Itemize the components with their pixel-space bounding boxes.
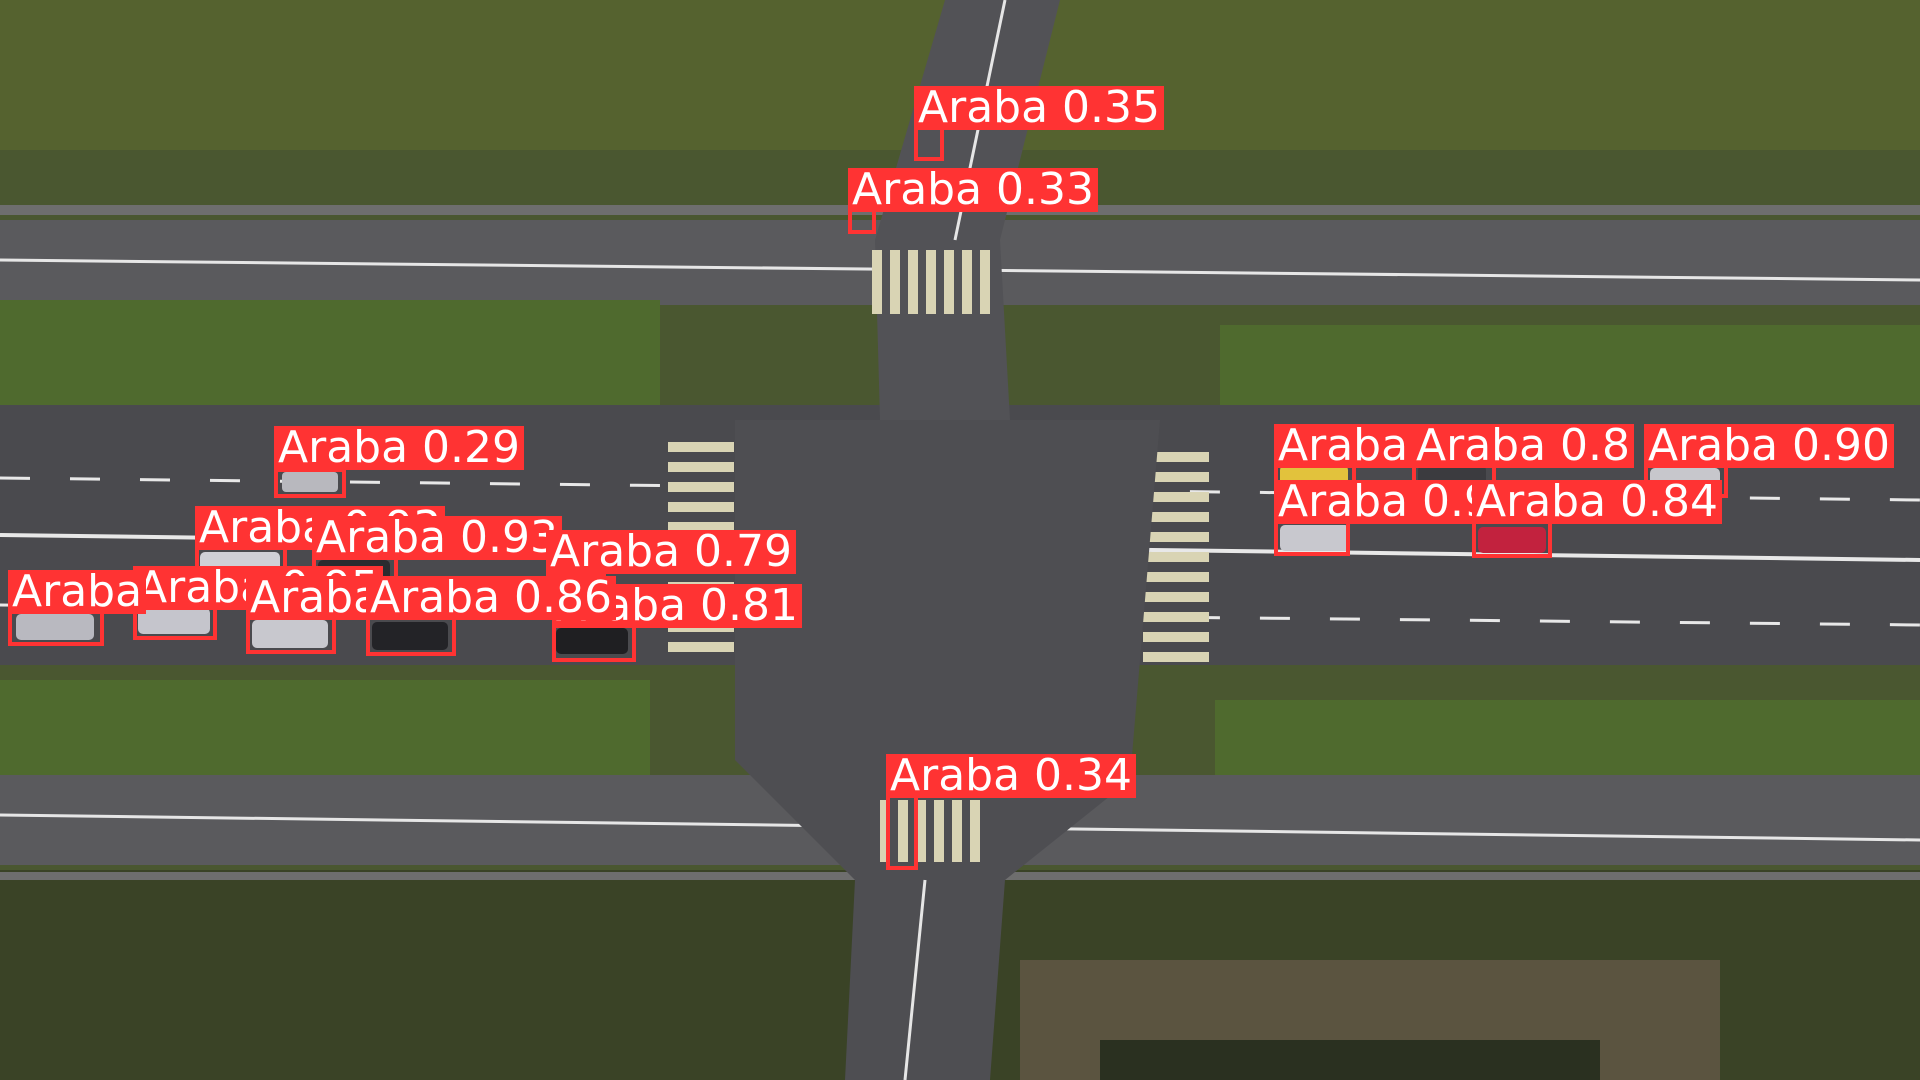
detection-label: Araba 0.79 [546, 530, 796, 574]
detection-label: Araba 0.29 [274, 426, 524, 470]
detection-label: Araba 0.86 [366, 576, 616, 620]
crosswalk-right [1143, 452, 1209, 662]
detection-box [886, 794, 918, 870]
upper-right-median [1220, 325, 1920, 415]
detection-label: Araba 0.35 [914, 86, 1164, 130]
detection-label: Araba 0.93 [312, 516, 562, 560]
detection-label: Araba 0.90 [1644, 424, 1894, 468]
detection-label: Araba 0.34 [886, 754, 1136, 798]
ditch [1100, 1040, 1600, 1080]
detection-box [274, 468, 346, 498]
detection-label: Araba 0.33 [848, 168, 1098, 212]
lower-left-median [0, 680, 650, 785]
detection-label: Araba 0.8 [1412, 424, 1635, 468]
crosswalk-south [880, 800, 980, 862]
crosswalk-north [872, 250, 990, 314]
south-road-center-line [903, 879, 927, 1080]
detection-label: Araba [8, 570, 147, 614]
upper-left-median [0, 300, 660, 405]
intersection-and-south-road [735, 420, 1160, 1080]
detection-label: Araba 0.84 [1472, 480, 1722, 524]
